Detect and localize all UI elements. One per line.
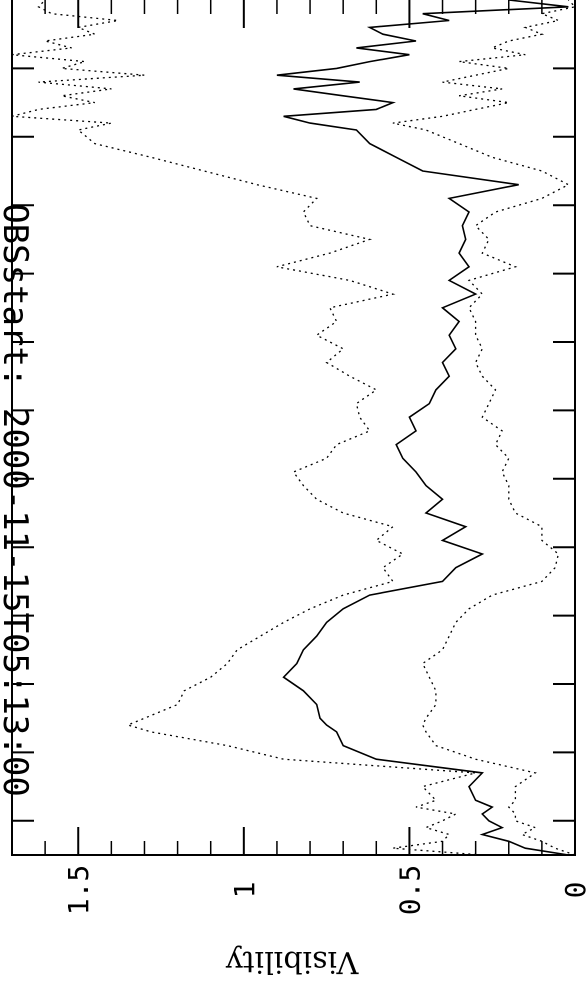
y-tick-label: 1.5 (62, 865, 95, 916)
y-tick-label: 0 (559, 882, 587, 899)
y-tick-label: 0.5 (393, 865, 426, 916)
plot-frame (11, 0, 576, 856)
plot-area (11, 0, 577, 856)
series-line-error-bound-2 (392, 0, 577, 856)
series-line-visibility (276, 0, 569, 856)
series-line-error-bound-1 (11, 0, 483, 856)
y-tick-label: 1 (228, 882, 261, 899)
y-axis: 0 0.5 1 1.5 (11, 0, 587, 916)
chart-title: OBSstart: 2000-11-15T05:13:00 (0, 203, 35, 797)
y-axis-title: Visibility (226, 944, 360, 979)
